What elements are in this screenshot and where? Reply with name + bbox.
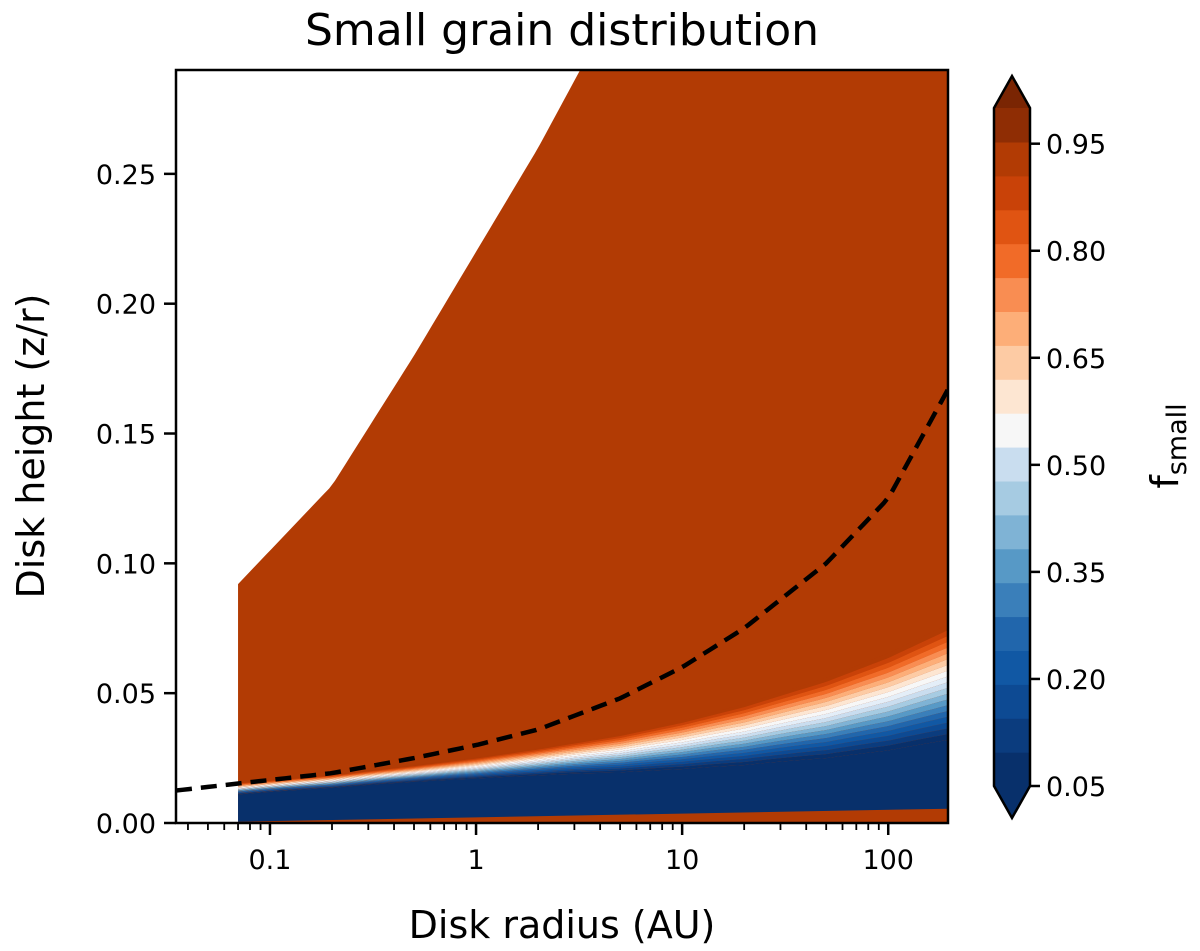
x-tick-label: 10	[665, 845, 699, 876]
colorbar-band	[994, 447, 1030, 482]
y-axis-ticks: 0.00 0.05 0.10 0.15 0.20 0.25	[96, 160, 176, 840]
colorbar-band	[994, 379, 1030, 414]
colorbar-band	[994, 413, 1030, 448]
colorbar-extend-low	[994, 786, 1030, 818]
colorbar-band	[994, 277, 1030, 312]
colorbar-band	[994, 480, 1030, 516]
y-tick-label: 0.00	[96, 809, 156, 840]
colorbar-band	[994, 752, 1030, 787]
y-tick-label: 0.05	[96, 679, 156, 710]
colorbar-band	[994, 243, 1030, 279]
colorbar-band	[994, 209, 1030, 245]
plot-area	[176, 70, 948, 823]
dashed-line	[176, 388, 948, 793]
y-axis-label: Disk height (z/r)	[9, 294, 53, 599]
colorbar-band	[994, 175, 1030, 211]
colorbar-tick-label: 0.20	[1046, 665, 1106, 696]
colorbar-band	[994, 718, 1030, 753]
colorbar-tick-label: 0.95	[1046, 130, 1106, 161]
x-axis-label: Disk radius (AU)	[409, 903, 716, 947]
colorbar-label-main: f	[1143, 474, 1187, 489]
colorbar: 0.05 0.20 0.35 0.50 0.65 0.80 0.95 fsmall	[992, 73, 1193, 821]
y-tick-label: 0.10	[96, 549, 156, 580]
chart-title: Small grain distribution	[305, 5, 819, 56]
colorbar-band	[994, 582, 1030, 618]
x-tick-label: 0.1	[248, 845, 291, 876]
mixed-region	[238, 70, 948, 823]
x-axis-ticks: 0.1 1 10 100	[248, 823, 914, 876]
x-tick-label: 1	[467, 845, 484, 876]
colorbar-band	[994, 650, 1030, 685]
x-tick-label: 100	[862, 845, 914, 876]
colorbar-band	[994, 345, 1030, 380]
plot-frame	[174, 68, 950, 825]
colorbar-tick-label: 0.65	[1046, 344, 1106, 375]
colorbar-tick-label: 0.50	[1046, 451, 1106, 482]
colorbar-label: fsmall	[1143, 403, 1193, 488]
colorbar-band	[994, 514, 1030, 550]
y-tick-label: 0.25	[96, 160, 156, 191]
y-tick-label: 0.20	[96, 290, 156, 321]
colorbar-band	[994, 684, 1030, 719]
colorbar-tick-label: 0.05	[1046, 772, 1106, 803]
x-axis-minor-ticks	[187, 823, 880, 830]
colorbar-bands	[994, 76, 1030, 818]
y-tick-label: 0.15	[96, 420, 156, 451]
settled-region	[238, 739, 948, 822]
colorbar-ticks: 0.05 0.20 0.35 0.50 0.65 0.80 0.95	[1030, 130, 1106, 803]
colorbar-band	[994, 311, 1030, 346]
colorbar-label-sub: small	[1162, 403, 1193, 475]
colorbar-band	[994, 548, 1030, 584]
colorbar-tick-label: 0.35	[1046, 558, 1106, 589]
colorbar-band	[994, 616, 1030, 651]
colorbar-extend-high	[994, 76, 1030, 108]
colorbar-band	[994, 141, 1030, 177]
colorbar-band	[994, 108, 1030, 143]
colorbar-tick-label: 0.80	[1046, 237, 1106, 268]
